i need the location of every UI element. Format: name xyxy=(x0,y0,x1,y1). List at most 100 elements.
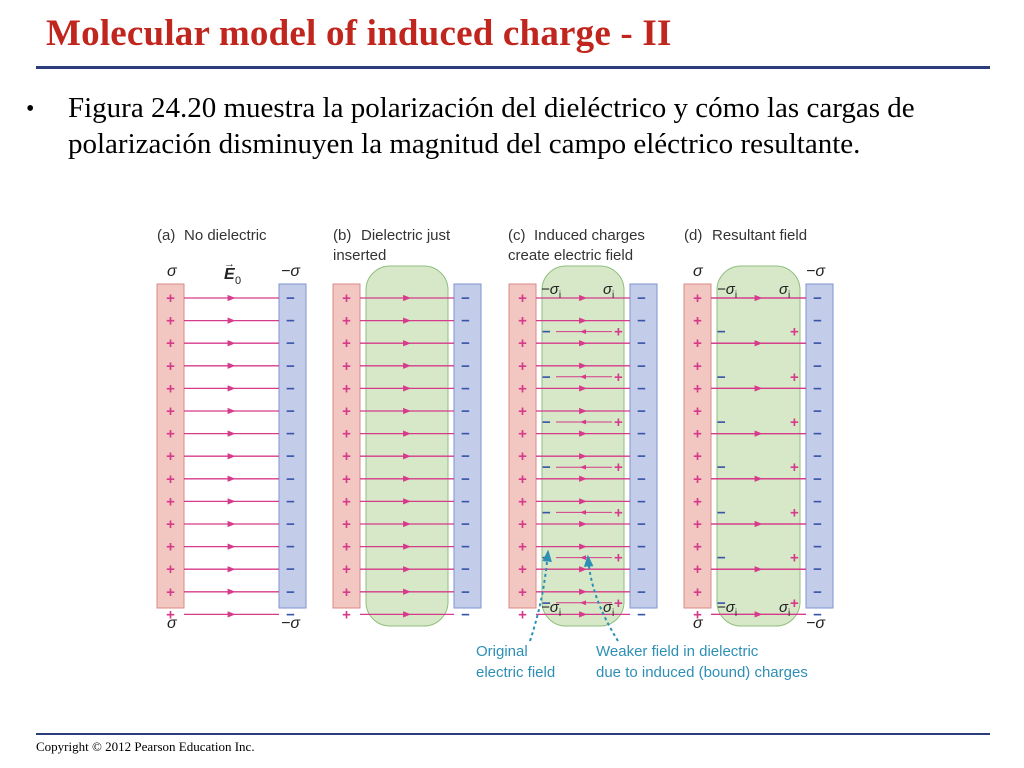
sigma-i-label: σi xyxy=(779,599,790,619)
minus-charge: − xyxy=(461,290,470,307)
plus-charge: + xyxy=(518,426,527,443)
panel-b-caption: (b) Dielectric just inserted xyxy=(333,227,451,264)
plus-charge: + xyxy=(342,290,351,307)
plus-charge: + xyxy=(166,358,175,375)
panel-b-caption-letter: (b) xyxy=(333,227,351,244)
induced-minus: − xyxy=(542,504,551,521)
plus-charge: + xyxy=(342,561,351,578)
annotation-original-field: Original electric field xyxy=(476,549,555,681)
minus-charge: − xyxy=(637,493,646,510)
plus-charge: + xyxy=(166,471,175,488)
induced-plus: + xyxy=(614,324,623,341)
panel-a-caption-letter: (a) xyxy=(157,227,175,244)
field-e0-label: → E 0 xyxy=(224,258,241,287)
minus-charge: − xyxy=(637,606,646,623)
sigma-label: −σ xyxy=(281,263,301,280)
induced-minus: − xyxy=(717,504,726,521)
panel-c-caption-text: Induced charges xyxy=(534,227,645,244)
minus-charge: − xyxy=(461,539,470,556)
minus-charge: − xyxy=(637,403,646,420)
minus-charge: − xyxy=(813,290,822,307)
induced-plus: + xyxy=(790,595,799,612)
induced-minus: − xyxy=(717,595,726,612)
minus-charge: − xyxy=(637,539,646,556)
plus-charge: + xyxy=(166,584,175,601)
dielectric-slab xyxy=(716,265,801,627)
minus-charge: − xyxy=(286,403,295,420)
plus-charge: + xyxy=(518,403,527,420)
plus-charge: + xyxy=(693,561,702,578)
positive-plate xyxy=(156,283,185,609)
plus-charge: + xyxy=(342,358,351,375)
minus-charge: − xyxy=(813,561,822,578)
induced-plus: + xyxy=(790,369,799,386)
negative-plate xyxy=(805,283,834,609)
slide-title: Molecular model of induced charge - II xyxy=(46,13,672,54)
minus-charge: − xyxy=(461,358,470,375)
bullet-text: Figura 24.20 muestra la polarización del… xyxy=(68,92,915,160)
plus-charge: + xyxy=(342,335,351,352)
plus-charge: + xyxy=(693,380,702,397)
sigma-i-label: −σi xyxy=(717,281,737,301)
sigma-i-label: σi xyxy=(603,599,614,619)
panel-a-caption: (a) No dielectric xyxy=(157,227,267,244)
induced-plus: + xyxy=(614,414,623,431)
plus-charge: + xyxy=(518,471,527,488)
field-e-letter: E xyxy=(224,266,236,283)
induced-minus: − xyxy=(542,595,551,612)
induced-plus: + xyxy=(614,504,623,521)
minus-charge: − xyxy=(813,606,822,623)
sigma-label: σ xyxy=(693,263,704,280)
plus-charge: + xyxy=(693,313,702,330)
panel-c-caption: (c) Induced charges create electric fiel… xyxy=(508,227,645,264)
copyright-text: Copyright © 2012 Pearson Education Inc. xyxy=(36,739,255,754)
plus-charge: + xyxy=(518,448,527,465)
plus-charge: + xyxy=(166,493,175,510)
induced-minus: − xyxy=(717,550,726,567)
induced-plus: + xyxy=(790,414,799,431)
induced-sigma-labels: −σi −σi −σi −σi σi σi σi σi xyxy=(541,281,790,619)
minus-charge: − xyxy=(286,290,295,307)
plus-charge: + xyxy=(693,335,702,352)
plus-charge: + xyxy=(518,313,527,330)
panel-d-caption: (d) Resultant field xyxy=(684,227,807,244)
induced-minus: − xyxy=(542,414,551,431)
minus-charge: − xyxy=(461,403,470,420)
minus-charge: − xyxy=(461,584,470,601)
plus-charge: + xyxy=(166,335,175,352)
minus-charge: − xyxy=(461,471,470,488)
plus-charge: + xyxy=(166,313,175,330)
sigma-label: −σ xyxy=(806,263,826,280)
sigma-i-label: −σi xyxy=(717,599,737,619)
panel-b-caption-text-2: inserted xyxy=(333,247,386,264)
field-e0-arrow-mark: → xyxy=(224,258,235,270)
plus-charge: + xyxy=(342,380,351,397)
plus-charge: + xyxy=(693,448,702,465)
plus-charge: + xyxy=(518,290,527,307)
minus-charge: − xyxy=(637,380,646,397)
plus-charge: + xyxy=(518,358,527,375)
annotation-original-text-2: electric field xyxy=(476,664,555,681)
minus-charge: − xyxy=(813,358,822,375)
plus-charge: + xyxy=(166,539,175,556)
minus-charge: − xyxy=(813,403,822,420)
plus-charge: + xyxy=(518,493,527,510)
plus-charge: + xyxy=(518,606,527,623)
minus-charge: − xyxy=(286,358,295,375)
induced-minus: − xyxy=(717,459,726,476)
induced-minus: − xyxy=(717,369,726,386)
minus-charge: − xyxy=(637,313,646,330)
induced-minus: − xyxy=(717,414,726,431)
panel-c-caption-letter: (c) xyxy=(508,227,526,244)
minus-charge: − xyxy=(286,313,295,330)
induced-plus: + xyxy=(790,324,799,341)
induced-minus: − xyxy=(542,324,551,341)
plus-charge: + xyxy=(693,426,702,443)
plus-charge: + xyxy=(518,539,527,556)
footer-divider xyxy=(36,733,990,735)
panel-d-caption-text: Resultant field xyxy=(712,227,807,244)
plus-charge: + xyxy=(693,584,702,601)
minus-charge: − xyxy=(813,313,822,330)
sigma-i-label: σi xyxy=(603,281,614,301)
panel-c-caption-text-2: create electric field xyxy=(508,247,633,264)
